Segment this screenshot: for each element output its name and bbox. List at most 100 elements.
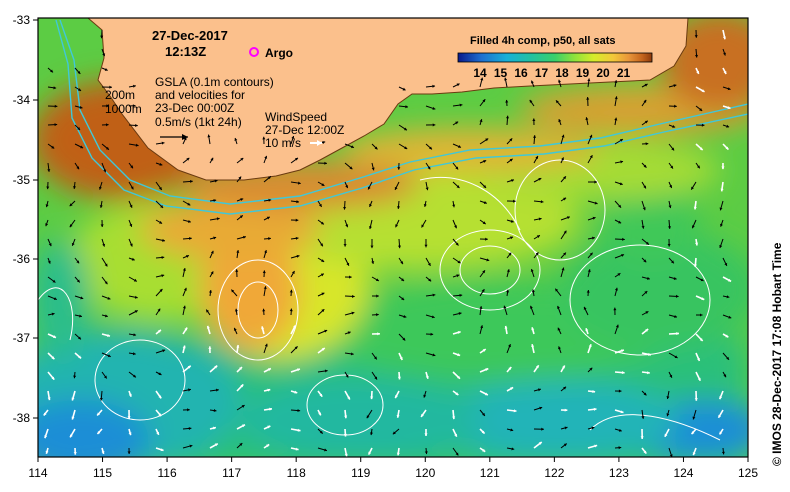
velocity-arrow-icon bbox=[425, 276, 432, 282]
velocity-arrow-icon bbox=[74, 295, 84, 300]
velocity-arrow-icon bbox=[614, 324, 619, 335]
velocity-arrow-icon bbox=[396, 409, 400, 418]
velocity-arrow-icon bbox=[695, 162, 701, 169]
velocity-arrow-icon bbox=[101, 238, 106, 247]
velocity-arrow-icon bbox=[128, 371, 137, 378]
velocity-arrow-icon bbox=[74, 352, 82, 359]
velocity-arrow-icon bbox=[101, 295, 111, 300]
velocity-arrow-icon bbox=[155, 219, 163, 224]
velocity-arrow-icon bbox=[531, 289, 535, 297]
velocity-arrow-icon bbox=[692, 409, 697, 420]
x-tick-label: 120 bbox=[415, 466, 435, 480]
velocity-arrow-icon bbox=[722, 371, 727, 378]
velocity-arrow-icon bbox=[209, 198, 217, 203]
velocity-arrow-icon bbox=[531, 344, 535, 354]
velocity-arrow-icon bbox=[182, 200, 191, 206]
velocity-arrow-icon bbox=[452, 257, 461, 264]
velocity-arrow-icon bbox=[425, 332, 434, 336]
velocity-arrow-icon bbox=[555, 100, 562, 107]
y-tick-label: -34 bbox=[13, 93, 31, 107]
velocity-arrow-icon bbox=[209, 250, 214, 259]
velocity-arrow-icon bbox=[614, 96, 618, 107]
velocity-arrow-icon bbox=[641, 447, 647, 455]
velocity-arrow-icon bbox=[47, 312, 55, 316]
velocity-arrow-icon bbox=[371, 257, 375, 265]
velocity-arrow-icon bbox=[317, 219, 325, 225]
velocity-arrow-icon bbox=[263, 443, 270, 449]
velocity-arrow-icon bbox=[290, 324, 297, 335]
velocity-arrow-icon bbox=[614, 349, 625, 354]
velocity-arrow-icon bbox=[479, 181, 487, 189]
velocity-arrow-icon bbox=[452, 200, 456, 208]
velocity-arrow-icon bbox=[479, 77, 484, 88]
x-tick-label: 125 bbox=[738, 466, 758, 480]
velocity-arrow-icon bbox=[290, 157, 299, 164]
velocity-arrow-icon bbox=[370, 390, 374, 400]
velocity-arrow-icon bbox=[127, 409, 131, 419]
velocity-arrow-icon bbox=[47, 276, 56, 283]
velocity-arrow-icon bbox=[155, 390, 162, 399]
velocity-arrow-icon bbox=[155, 447, 164, 452]
velocity-arrow-icon bbox=[587, 216, 596, 221]
velocity-arrow-icon bbox=[717, 409, 724, 419]
velocity-arrow-icon bbox=[479, 390, 489, 396]
velocity-arrow-icon bbox=[722, 29, 726, 40]
velocity-arrow-icon bbox=[585, 117, 589, 126]
velocity-arrow-icon bbox=[666, 390, 670, 400]
velocity-arrow-icon bbox=[614, 371, 625, 375]
velocity-arrow-icon bbox=[290, 346, 298, 354]
velocity-arrow-icon bbox=[155, 308, 161, 316]
velocity-arrow-icon bbox=[155, 288, 163, 297]
velocity-arrow-icon bbox=[720, 219, 724, 227]
velocity-arrow-icon bbox=[263, 249, 268, 259]
velocity-arrow-icon bbox=[396, 200, 401, 209]
velocity-arrow-icon bbox=[560, 197, 567, 202]
velocity-arrow-icon bbox=[425, 84, 436, 88]
wind-line-3: 10 m/s bbox=[265, 136, 301, 150]
colorbar-tick-label: 17 bbox=[535, 66, 549, 80]
velocity-arrow-icon bbox=[208, 289, 213, 297]
velocity-arrow-icon bbox=[425, 162, 431, 170]
velocity-arrow-icon bbox=[371, 276, 380, 282]
velocity-arrow-icon bbox=[722, 105, 731, 110]
velocity-arrow-icon bbox=[587, 389, 596, 394]
velocity-arrow-icon bbox=[587, 200, 598, 205]
velocity-arrow-icon bbox=[695, 313, 703, 317]
velocity-arrow-icon bbox=[101, 104, 109, 108]
velocity-arrow-icon bbox=[722, 295, 730, 299]
velocity-arrow-icon bbox=[479, 200, 487, 204]
velocity-arrow-icon bbox=[614, 237, 625, 241]
wind-scale-arrow-icon bbox=[310, 140, 322, 146]
velocity-arrow-icon bbox=[236, 404, 245, 411]
velocity-arrow-icon bbox=[452, 331, 461, 335]
velocity-arrow-icon bbox=[344, 371, 349, 378]
x-tick-label: 122 bbox=[544, 466, 564, 480]
velocity-arrow-icon bbox=[128, 162, 134, 169]
velocity-arrow-icon bbox=[695, 371, 702, 382]
velocity-arrow-icon bbox=[371, 162, 375, 171]
velocity-arrow-icon bbox=[74, 257, 80, 264]
velocity-arrow-icon bbox=[155, 329, 162, 335]
velocity-arrow-icon bbox=[533, 252, 539, 259]
x-tick-label: 114 bbox=[28, 466, 47, 480]
velocity-arrow-icon bbox=[317, 428, 324, 434]
velocity-arrow-icon bbox=[317, 447, 328, 452]
velocity-arrow-icon bbox=[236, 423, 246, 430]
velocity-arrow-icon bbox=[74, 162, 80, 170]
y-tick-label: -35 bbox=[13, 173, 31, 187]
velocity-arrow-icon bbox=[533, 234, 541, 240]
velocity-arrow-icon bbox=[722, 257, 728, 267]
velocity-arrow-icon bbox=[424, 238, 428, 248]
velocity-arrow-icon bbox=[367, 181, 373, 190]
velocity-arrow-icon bbox=[236, 235, 247, 240]
colorbar-tick-label: 19 bbox=[576, 66, 590, 80]
velocity-arrow-icon bbox=[479, 119, 483, 126]
velocity-arrow-icon bbox=[209, 365, 218, 373]
velocity-arrow-icon bbox=[47, 333, 57, 339]
velocity-arrow-icon bbox=[614, 219, 622, 224]
velocity-arrow-icon bbox=[182, 365, 192, 373]
velocity-arrow-icon bbox=[506, 409, 517, 413]
velocity-arrow-icon bbox=[209, 236, 217, 240]
velocity-arrow-icon bbox=[479, 257, 490, 262]
velocity-arrow-icon bbox=[506, 199, 516, 203]
